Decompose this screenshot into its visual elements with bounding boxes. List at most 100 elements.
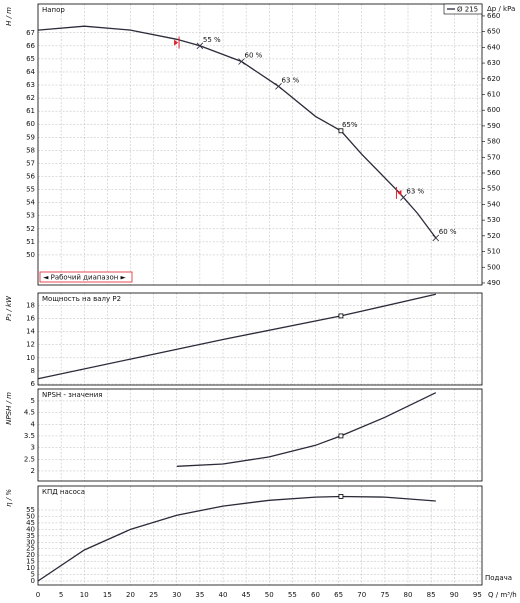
y2-tick-label: 500 bbox=[487, 263, 500, 271]
curve bbox=[37, 495, 436, 582]
y2-axis-label: Δp / kPa bbox=[487, 5, 515, 13]
y2-tick-label: 620 bbox=[487, 75, 500, 83]
y-tick-label: 59 bbox=[26, 133, 35, 141]
y-tick-label: 14 bbox=[26, 328, 35, 336]
x-tick-label: 80 bbox=[404, 591, 413, 599]
y-tick-label: 8 bbox=[31, 367, 35, 375]
duty-point bbox=[338, 433, 344, 439]
efficiency-mark bbox=[432, 234, 440, 242]
plot-frame bbox=[37, 3, 483, 286]
y2-tick-label: 630 bbox=[487, 59, 500, 67]
efficiency-label: 60 % bbox=[245, 52, 263, 60]
y-tick-label: 2.5 bbox=[24, 455, 35, 463]
y2-tick-label: 660 bbox=[487, 12, 500, 20]
y-tick-label: 63 bbox=[26, 81, 35, 89]
y-tick-label: 10 bbox=[26, 564, 35, 572]
duty-point-label: 65% bbox=[342, 121, 358, 129]
y2-tick-label: 520 bbox=[487, 232, 500, 240]
x-tick-label: 5 bbox=[59, 591, 63, 599]
y-tick-label: 65 bbox=[26, 55, 35, 63]
x-tick-label: 65 bbox=[334, 591, 343, 599]
y-tick-label: 3 bbox=[31, 444, 35, 452]
y2-tick-label: 600 bbox=[487, 106, 500, 114]
x-tick-label: 30 bbox=[172, 591, 181, 599]
x-tick-label: 10 bbox=[80, 591, 89, 599]
y-tick-label: 54 bbox=[26, 199, 35, 207]
x-tick-label: 45 bbox=[242, 591, 251, 599]
y2-tick-label: 560 bbox=[487, 169, 500, 177]
panel-title: Напор bbox=[42, 6, 65, 14]
panel-title: КПД насоса bbox=[42, 488, 85, 496]
working-range-label: ◄ Рабочий диапазон ► bbox=[43, 274, 127, 282]
y2-tick-label: 650 bbox=[487, 28, 500, 36]
y-tick-label: 12 bbox=[26, 341, 35, 349]
x-tick-label: 20 bbox=[126, 591, 135, 599]
y2-tick-label: 580 bbox=[487, 138, 500, 146]
panel-title: Мощность на валу P2 bbox=[42, 295, 121, 303]
working-range-box bbox=[39, 271, 133, 283]
y-axis-label: η / % bbox=[5, 489, 13, 507]
x-tick-label: 40 bbox=[219, 591, 228, 599]
curve bbox=[37, 293, 436, 380]
y-tick-label: 58 bbox=[26, 146, 35, 154]
curve bbox=[37, 25, 437, 239]
y-tick-label: 4 bbox=[31, 420, 36, 428]
plot-frame bbox=[37, 292, 483, 386]
x-tick-label: 55 bbox=[288, 591, 297, 599]
y2-tick-label: 530 bbox=[487, 216, 500, 224]
y-tick-label: 25 bbox=[26, 545, 35, 553]
y-tick-label: 3.5 bbox=[24, 432, 35, 440]
y-tick-label: 50 bbox=[26, 512, 35, 520]
y-tick-label: 16 bbox=[26, 315, 35, 323]
x-tick-label: 15 bbox=[103, 591, 112, 599]
y2-tick-label: 590 bbox=[487, 122, 500, 130]
working-range-arrow bbox=[174, 39, 179, 46]
y-tick-label: 57 bbox=[26, 159, 35, 167]
y2-tick-label: 610 bbox=[487, 90, 500, 98]
y-axis-label: H / m bbox=[5, 7, 13, 26]
y2-tick-label: 550 bbox=[487, 185, 500, 193]
y-tick-label: 50 bbox=[26, 251, 35, 259]
efficiency-mark bbox=[238, 58, 245, 65]
efficiency-label: 55 % bbox=[203, 36, 221, 44]
y-tick-label: 67 bbox=[26, 29, 35, 37]
y-tick-label: 66 bbox=[26, 42, 35, 50]
y2-tick-label: 490 bbox=[487, 279, 500, 287]
x-tick-label: 0 bbox=[36, 591, 40, 599]
efficiency-label: 63 % bbox=[282, 76, 300, 84]
y-tick-label: 56 bbox=[26, 173, 35, 181]
y-tick-label: 30 bbox=[26, 538, 35, 546]
y-tick-label: 35 bbox=[26, 532, 35, 540]
y-tick-label: 5 bbox=[31, 571, 35, 579]
y2-tick-label: 570 bbox=[487, 153, 500, 161]
y-tick-label: 55 bbox=[26, 186, 35, 194]
curve bbox=[176, 392, 437, 467]
efficiency-mark bbox=[196, 42, 204, 50]
y-tick-label: 60 bbox=[26, 120, 35, 128]
y-tick-label: 18 bbox=[26, 301, 35, 309]
working-range-arrow bbox=[397, 189, 402, 196]
legend-label: Ø 215 bbox=[457, 6, 478, 14]
y-tick-label: 61 bbox=[26, 107, 35, 115]
y-tick-label: 10 bbox=[26, 354, 35, 362]
legend-box bbox=[443, 3, 483, 15]
x-tick-label: 25 bbox=[149, 591, 158, 599]
x-axis-note: Подача bbox=[485, 574, 512, 582]
y-axis-label: P₂ / kW bbox=[5, 295, 13, 321]
duty-point bbox=[338, 494, 344, 499]
duty-point bbox=[338, 128, 344, 134]
y-tick-label: 20 bbox=[26, 551, 35, 559]
y-tick-label: 55 bbox=[26, 506, 35, 514]
y-tick-label: 53 bbox=[26, 212, 35, 220]
y-tick-label: 62 bbox=[26, 94, 35, 102]
panel-title: NPSH - значения bbox=[42, 391, 103, 399]
x-axis-label: Q / m³/h bbox=[488, 591, 517, 599]
x-tick-label: 50 bbox=[265, 591, 274, 599]
x-tick-label: 85 bbox=[427, 591, 436, 599]
plot-frame bbox=[37, 485, 483, 586]
duty-point bbox=[338, 313, 344, 319]
plot-frame bbox=[37, 388, 483, 482]
y-tick-label: 64 bbox=[26, 68, 35, 76]
x-tick-label: 90 bbox=[450, 591, 459, 599]
